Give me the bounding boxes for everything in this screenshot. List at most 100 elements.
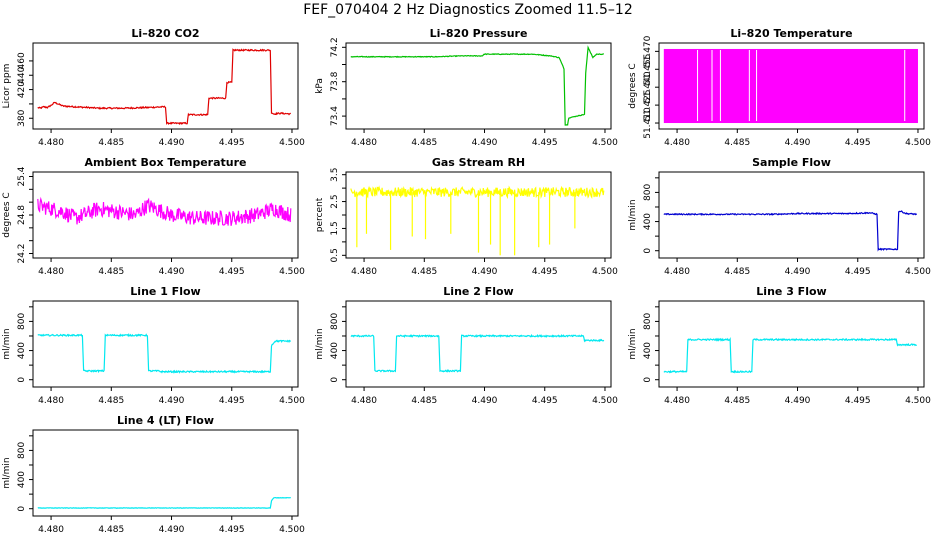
x-tick-label: 4.495 — [532, 138, 558, 148]
x-tick-label: 4.485 — [98, 525, 124, 535]
y-tick-label: 24.8 — [17, 205, 27, 225]
x-tick-label: 4.480 — [664, 138, 690, 148]
x-tick-label: 4.485 — [98, 267, 124, 277]
y-tick-label: 460 — [17, 52, 27, 69]
y-tick-label: 800 — [17, 442, 27, 459]
chart-title: Sample Flow — [752, 156, 831, 169]
y-tick-label: 51.410 — [643, 107, 653, 139]
plot-frame — [345, 42, 612, 130]
y-tick-label: 800 — [643, 313, 653, 330]
chart-panel: Li–820 Temperature degrees C 4.480 4.485 4.4… — [628, 27, 931, 148]
x-tick-label: 4.490 — [785, 138, 811, 148]
series-line — [350, 333, 605, 373]
y-tick-label: 74.2 — [330, 37, 340, 57]
chart-title: Ambient Box Temperature — [85, 156, 247, 169]
y-tick-label: 440 — [17, 66, 27, 83]
x-tick-label: 4.485 — [411, 138, 437, 148]
x-tick-label: 4.500 — [905, 396, 931, 406]
x-tick-label: 4.490 — [785, 267, 811, 277]
chart-title: Gas Stream RH — [432, 156, 525, 169]
x-tick-label: 4.490 — [159, 267, 185, 277]
x-tick-label: 4.495 — [219, 267, 245, 277]
x-tick-label: 4.500 — [592, 267, 618, 277]
y-axis-label: ml/min — [2, 328, 12, 359]
x-tick-label: 4.480 — [664, 396, 690, 406]
chart-title: Line 2 Flow — [443, 285, 513, 298]
x-tick-label: 4.490 — [472, 396, 498, 406]
plot-frame — [32, 42, 299, 130]
x-tick-label: 4.495 — [219, 525, 245, 535]
y-tick-label: 24.2 — [17, 243, 27, 263]
x-tick-label: 4.480 — [351, 396, 377, 406]
chart-panel: Ambient Box Temperature degrees C 4.480 4.4… — [2, 156, 305, 277]
y-tick-label: 51.470 — [643, 35, 653, 67]
x-tick-label: 4.500 — [279, 138, 305, 148]
series-line — [37, 333, 291, 374]
y-axis-label: kPa — [315, 78, 325, 94]
x-tick-label: 4.495 — [532, 396, 558, 406]
x-tick-label: 4.500 — [279, 525, 305, 535]
x-tick-label: 4.480 — [351, 138, 377, 148]
chart-title: Line 4 (LT) Flow — [117, 414, 214, 427]
x-tick-label: 4.495 — [219, 396, 245, 406]
y-tick-label: 0 — [643, 377, 653, 383]
x-tick-label: 4.495 — [845, 138, 871, 148]
chart-title: Line 3 Flow — [756, 285, 826, 298]
x-tick-label: 4.485 — [411, 396, 437, 406]
series-area — [663, 48, 918, 124]
x-tick-label: 4.480 — [664, 267, 690, 277]
x-tick-label: 4.485 — [411, 267, 437, 277]
y-axis-label: degrees C — [2, 192, 12, 237]
y-tick-label: 800 — [330, 313, 340, 330]
series-line — [37, 196, 292, 226]
y-tick-label: 0 — [330, 377, 340, 383]
x-tick-label: 4.480 — [38, 396, 64, 406]
x-tick-label: 4.480 — [38, 267, 64, 277]
y-axis-label: ml/min — [315, 328, 325, 359]
y-tick-label: 400 — [17, 342, 27, 359]
y-tick-label: 0 — [643, 248, 653, 254]
chart-title: Li–820 Temperature — [730, 27, 852, 40]
y-tick-label: 51.425 — [643, 89, 653, 121]
plot-frame — [32, 300, 299, 388]
y-tick-label: 380 — [17, 109, 27, 126]
y-tick-label: 51.455 — [643, 54, 653, 86]
x-tick-label: 4.480 — [351, 267, 377, 277]
series-line — [663, 210, 917, 252]
series-line — [350, 185, 605, 200]
plot-frame — [658, 171, 925, 259]
y-tick-label: 0.5 — [330, 248, 340, 262]
series-line — [663, 337, 917, 374]
x-tick-label: 4.485 — [98, 396, 124, 406]
x-tick-label: 4.490 — [159, 138, 185, 148]
y-axis-label: ml/min — [2, 457, 12, 488]
y-tick-label: 400 — [643, 213, 653, 230]
chart-panel: Line 1 Flow ml/min 4.480 4.485 4.490 4.495 4.5… — [2, 285, 305, 406]
y-tick-label: 25.4 — [17, 166, 27, 186]
chart-panel: Sample Flow ml/min 4.480 4.485 4.490 4.495 4.5… — [628, 156, 931, 277]
x-tick-label: 4.480 — [38, 525, 64, 535]
y-tick-label: 2.5 — [330, 194, 340, 208]
y-axis-label: percent — [315, 197, 325, 232]
x-tick-label: 4.480 — [38, 138, 64, 148]
x-tick-label: 4.485 — [724, 267, 750, 277]
page-title: FEF_070404 2 Hz Diagnostics Zoomed 11.5–… — [303, 2, 633, 18]
y-tick-label: 400 — [643, 342, 653, 359]
chart-panel: Li–820 CO2 Licor ppm 4.480 4.485 4.490 4.495 4… — [2, 27, 305, 148]
plot-frame — [32, 429, 299, 517]
series-line — [37, 48, 291, 126]
x-tick-label: 4.495 — [219, 138, 245, 148]
y-axis-label: ml/min — [628, 328, 638, 359]
y-tick-label: 73.8 — [330, 71, 340, 91]
y-tick-label: 1.5 — [330, 221, 340, 235]
chart-panel: Line 2 Flow ml/min 4.480 4.485 4.490 4.495 4.5… — [315, 285, 618, 406]
x-tick-label: 4.500 — [905, 138, 931, 148]
plot-frame — [345, 300, 612, 388]
chart-panel: Line 3 Flow ml/min 4.480 4.485 4.490 4.495 4.5… — [628, 285, 931, 406]
y-tick-label: 0 — [17, 377, 27, 383]
y-tick-label: 420 — [17, 81, 27, 98]
y-axis-label: ml/min — [628, 199, 638, 230]
y-tick-label: 3.5 — [330, 168, 340, 182]
x-tick-label: 4.490 — [472, 138, 498, 148]
x-tick-label: 4.485 — [724, 396, 750, 406]
